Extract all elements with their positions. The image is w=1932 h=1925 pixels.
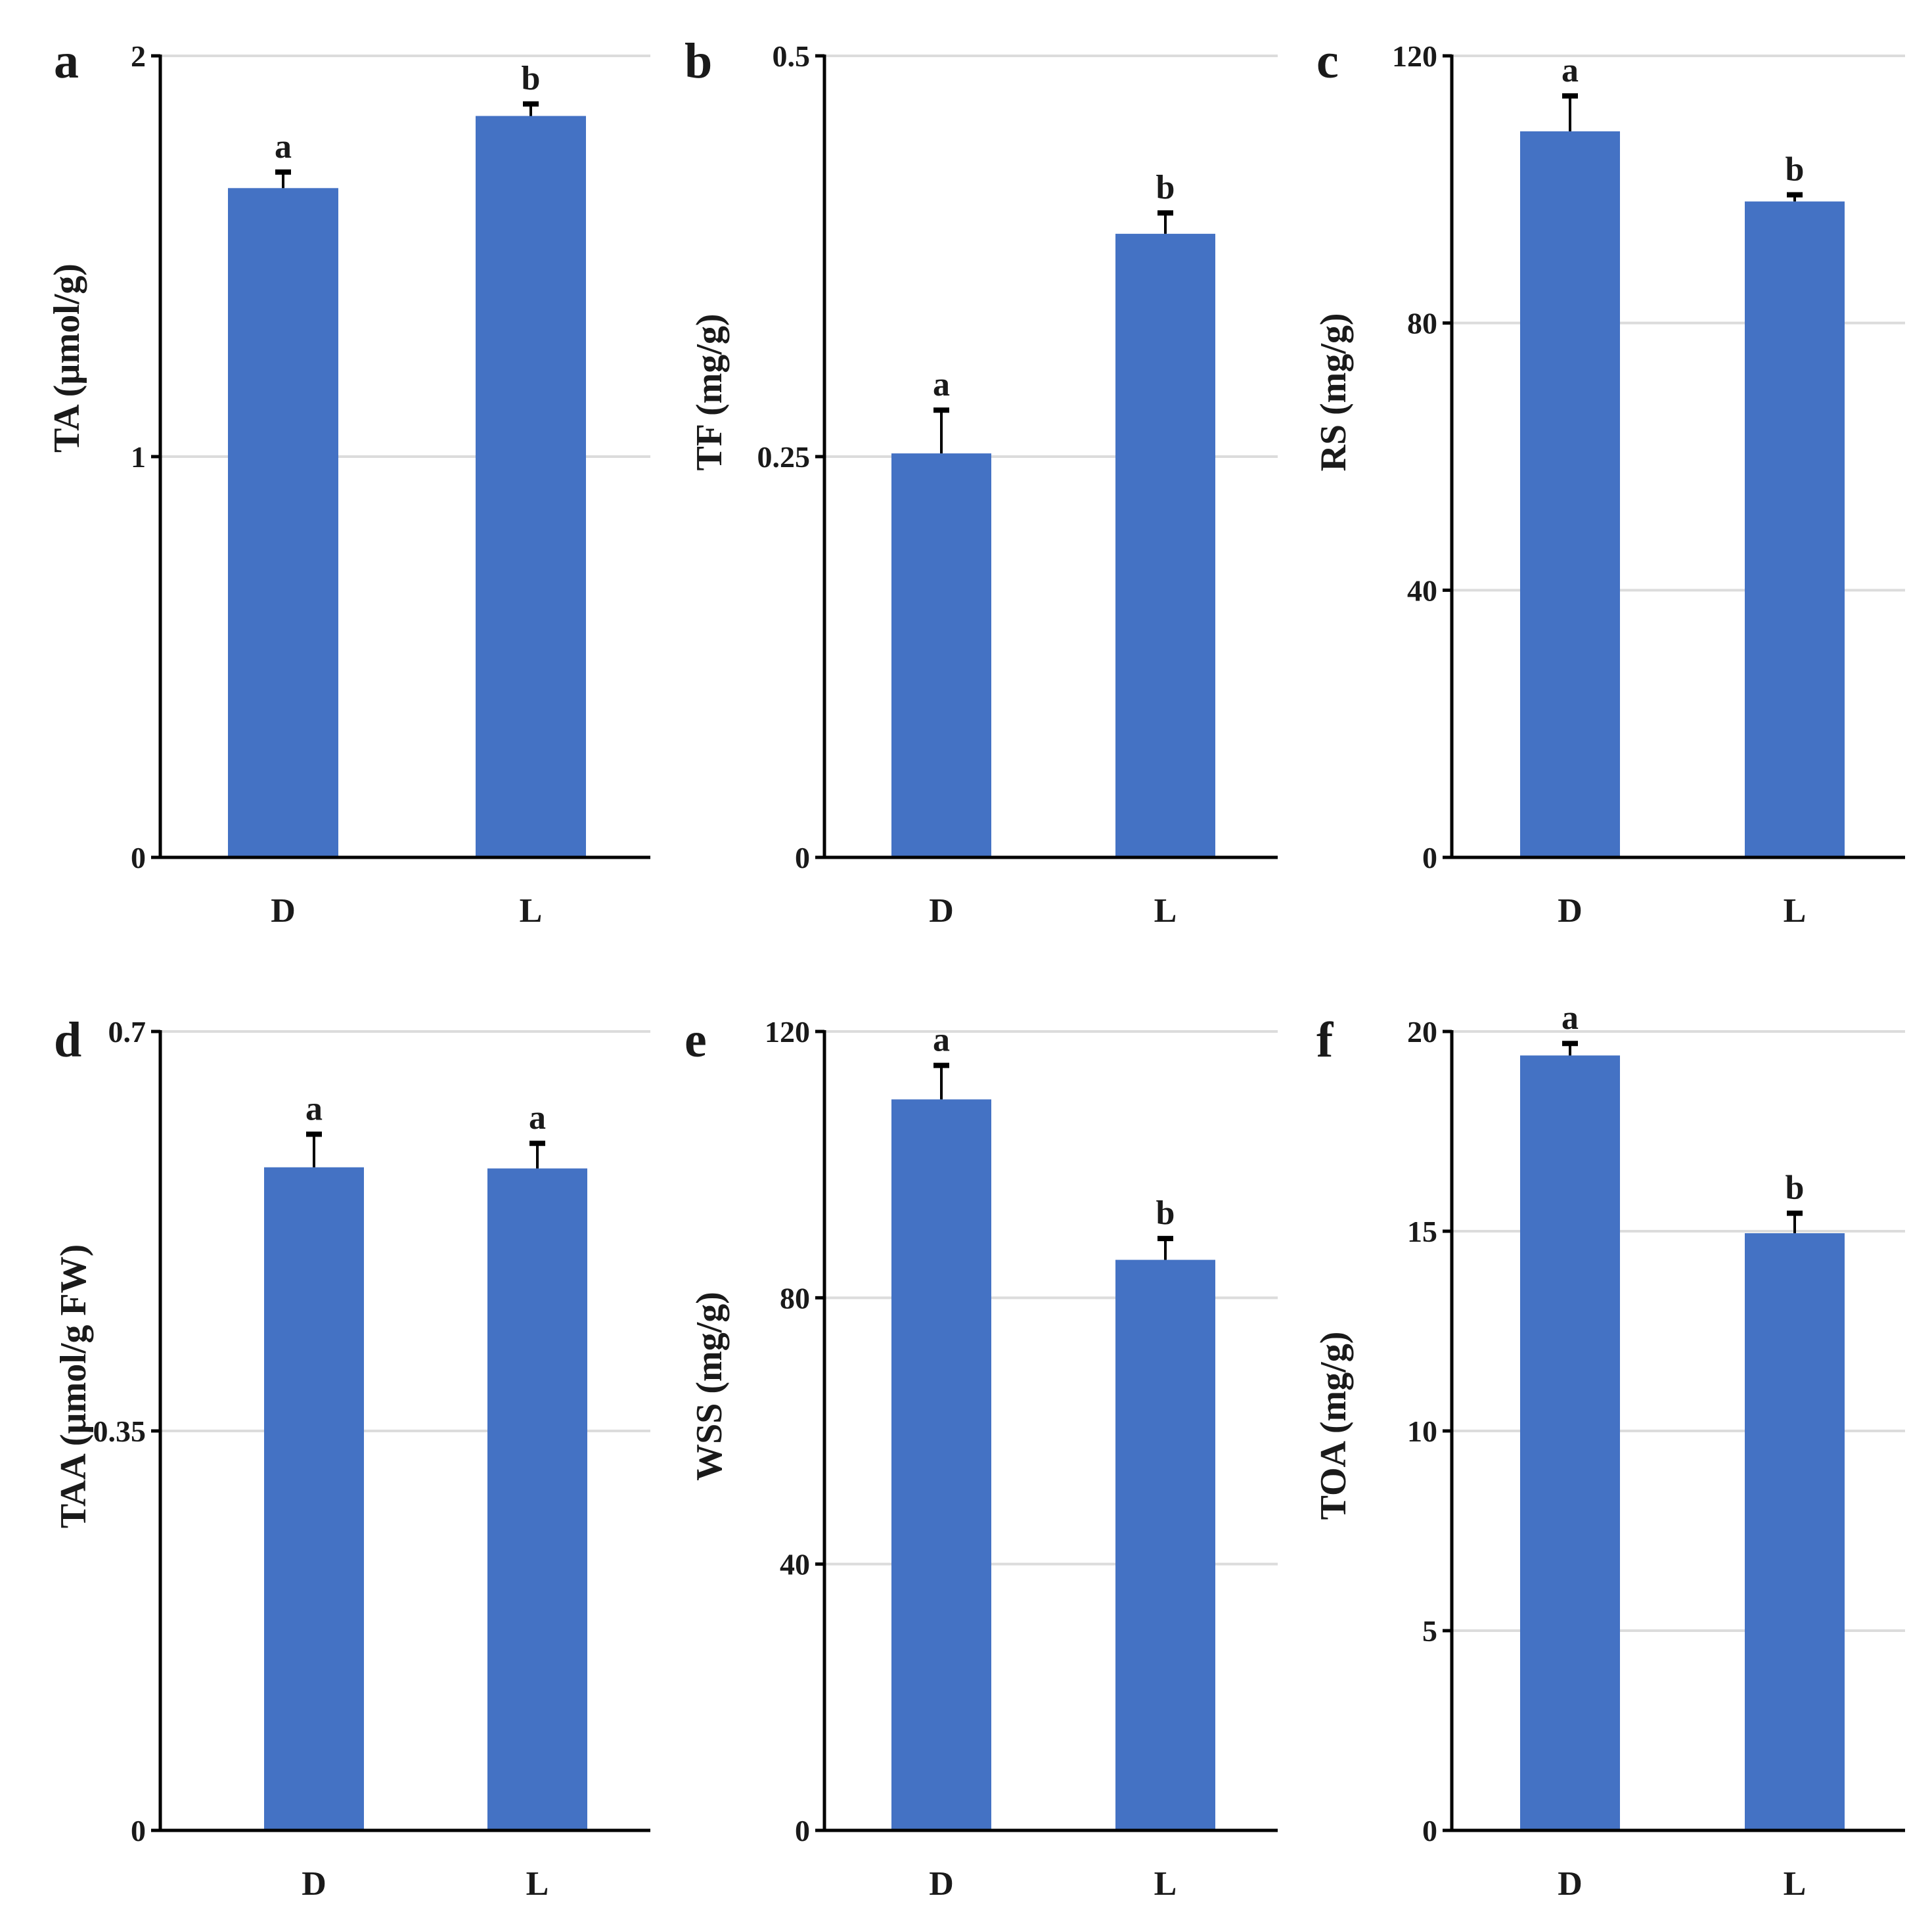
significance-label: b <box>1786 150 1805 188</box>
chart-panel-e: a Db L 0 40 80 120 WSS (mg/g) e <box>685 1012 1278 1903</box>
panel-letter: d <box>54 1012 81 1068</box>
chart-panel-a: a Db L 0 1 2 TA (µmol/g) a <box>47 34 650 930</box>
y-tick-label: 0.5 <box>773 39 811 73</box>
y-axis-label: WSS (mg/g) <box>689 1292 730 1481</box>
y-tick-label: 0.25 <box>757 440 811 474</box>
panel-letter: e <box>685 1012 707 1068</box>
bar-D <box>1520 131 1620 858</box>
chart-panel-d: a Da L 0 0.35 0.7 TAA (µmol/g FW) d <box>53 1012 650 1903</box>
chart-panel-b: a Db L 0 0.25 0.5 TF (mg/g) b <box>685 34 1278 930</box>
bar-D <box>228 188 338 857</box>
panel-letter: b <box>685 34 712 89</box>
y-tick-label: 0 <box>131 1814 146 1847</box>
significance-label: b <box>522 60 541 97</box>
y-tick-label: 5 <box>1422 1614 1437 1648</box>
y-tick-label: 0 <box>1422 1814 1437 1847</box>
y-axis-label: TA (µmol/g) <box>47 263 87 453</box>
significance-label: a <box>305 1090 323 1127</box>
y-axis-label: RS (mg/g) <box>1313 313 1354 471</box>
bar-L <box>487 1168 587 1830</box>
x-tick-label: L <box>1154 1865 1177 1903</box>
y-tick-label: 15 <box>1407 1215 1437 1248</box>
y-tick-label: 10 <box>1407 1415 1437 1448</box>
y-tick-label: 120 <box>1392 39 1437 73</box>
significance-label: a <box>1561 52 1579 89</box>
panel-letter: f <box>1316 1012 1334 1068</box>
y-tick-label: 2 <box>131 39 146 73</box>
x-tick-label: D <box>271 892 296 930</box>
chart-panel-f: a Db L 0 5 10 15 20 TOA (mg/g) f <box>1313 999 1905 1903</box>
x-tick-label: L <box>1154 892 1177 930</box>
y-tick-label: 40 <box>780 1548 810 1581</box>
significance-label: b <box>1786 1169 1805 1207</box>
x-tick-label: D <box>929 1865 954 1903</box>
y-tick-label: 0.35 <box>93 1415 146 1448</box>
bar-L <box>1745 1233 1845 1830</box>
y-tick-label: 80 <box>1407 307 1437 340</box>
significance-label: a <box>933 1022 950 1059</box>
x-tick-label: L <box>1784 892 1807 930</box>
significance-label: b <box>1156 169 1175 206</box>
significance-label: a <box>933 366 950 403</box>
y-tick-label: 0 <box>131 841 146 874</box>
y-axis-label: TAA (µmol/g FW) <box>53 1244 94 1529</box>
y-tick-label: 0 <box>1422 841 1437 874</box>
bar-D <box>891 1099 991 1830</box>
y-axis-label: TF (mg/g) <box>689 314 730 471</box>
chart-panel-c: a Db L 0 40 80 120 RS (mg/g) c <box>1313 34 1905 930</box>
y-tick-label: 80 <box>780 1281 810 1315</box>
panel-letter: c <box>1316 34 1339 89</box>
bar-L <box>1745 201 1845 858</box>
panel-letter: a <box>54 34 79 89</box>
x-tick-label: L <box>526 1865 549 1903</box>
y-axis-label: TOA (mg/g) <box>1313 1332 1354 1520</box>
x-tick-label: D <box>302 1865 326 1903</box>
y-tick-label: 0 <box>795 841 810 874</box>
y-tick-label: 40 <box>1407 574 1437 607</box>
significance-label: a <box>1561 999 1579 1037</box>
bar-L <box>1115 233 1215 858</box>
x-tick-label: D <box>1558 1865 1583 1903</box>
significance-label: a <box>275 128 292 166</box>
y-tick-label: 0.7 <box>108 1015 146 1049</box>
y-tick-label: 20 <box>1407 1015 1437 1049</box>
x-tick-label: D <box>929 892 954 930</box>
x-tick-label: L <box>520 892 543 930</box>
significance-label: b <box>1156 1194 1175 1232</box>
y-tick-label: 0 <box>795 1814 810 1847</box>
y-tick-label: 120 <box>765 1015 810 1049</box>
significance-label: a <box>529 1099 546 1137</box>
y-tick-label: 1 <box>131 440 146 474</box>
bar-L <box>1115 1259 1215 1830</box>
bar-D <box>891 453 991 857</box>
bar-L <box>476 116 586 857</box>
bar-D <box>264 1167 364 1830</box>
x-tick-label: L <box>1784 1865 1807 1903</box>
x-tick-label: D <box>1558 892 1583 930</box>
bar-D <box>1520 1055 1620 1830</box>
